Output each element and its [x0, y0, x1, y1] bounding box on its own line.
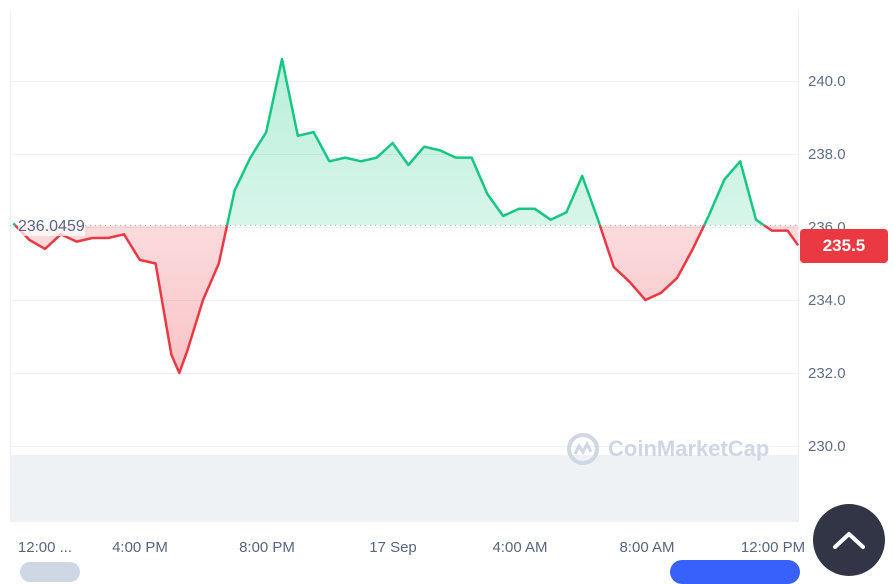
x-tick-label: 12:00 ...	[18, 539, 72, 556]
chevron-up-icon	[833, 532, 865, 549]
coinmarketcap-logo-icon	[567, 433, 599, 465]
x-tick-label: 4:00 AM	[492, 539, 547, 556]
watermark-text: CoinMarketCap	[608, 436, 770, 461]
area-below-baseline	[13, 225, 799, 373]
coinmarketcap-watermark: CoinMarketCap	[566, 432, 769, 466]
x-tick-label: 12:00 PM	[741, 539, 805, 556]
price-line-above	[12, 57, 767, 226]
volume-area	[10, 455, 798, 522]
area-above-baseline	[13, 59, 765, 226]
price-line-below	[13, 225, 800, 375]
x-tick-label: 4:00 PM	[112, 539, 168, 556]
baseline-price-label: 236.0459	[18, 218, 85, 236]
y-tick-label: 238.0	[808, 146, 846, 163]
x-tick-label: 8:00 AM	[619, 539, 674, 556]
chart-action-pill[interactable]	[670, 560, 800, 584]
x-tick-label: 8:00 PM	[239, 539, 295, 556]
y-tick-label: 234.0	[808, 292, 846, 309]
scroll-to-top-button[interactable]	[813, 504, 885, 576]
current-price-badge: 235.5	[800, 229, 888, 263]
y-tick-label: 232.0	[808, 365, 846, 382]
x-tick-label: 17 Sep	[369, 539, 417, 556]
chart-control-pill[interactable]	[20, 562, 80, 582]
y-tick-label: 230.0	[808, 438, 846, 455]
y-tick-label: 240.0	[808, 73, 846, 90]
